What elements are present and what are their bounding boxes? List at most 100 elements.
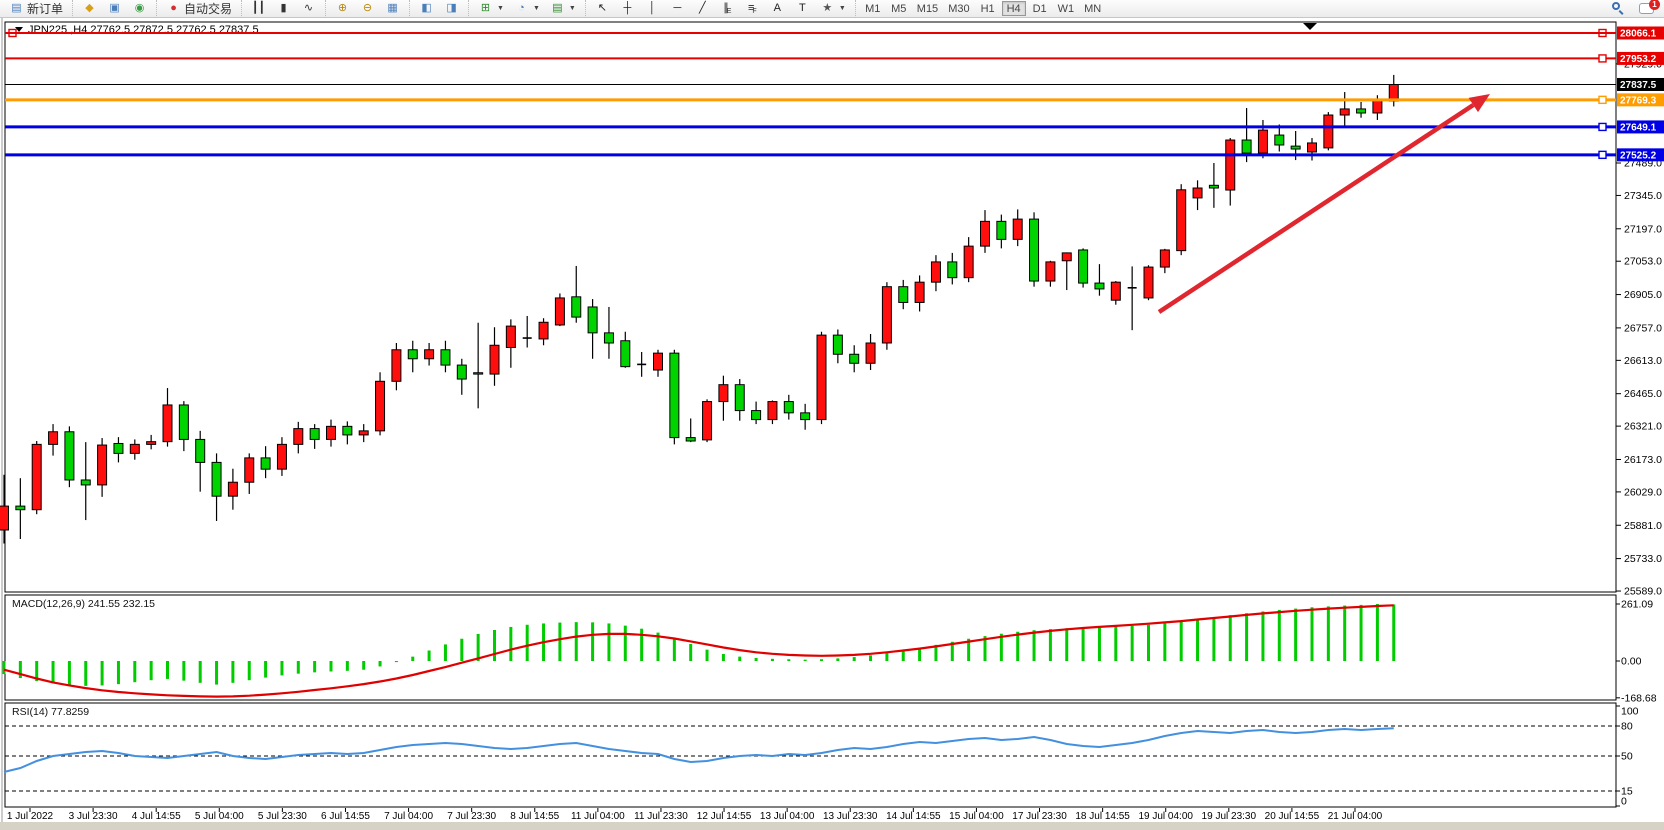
zoom-in-icon: ⊕ <box>337 2 348 14</box>
price-badge: 28066.1 <box>1617 26 1664 40</box>
pane-frame <box>4 594 1617 701</box>
crosshair-button[interactable]: ┼ <box>615 1 640 17</box>
bar-chart-button[interactable]: ┃┃ <box>246 1 271 17</box>
price-badge: 27953.2 <box>1617 51 1664 65</box>
text-label-button[interactable]: T <box>790 1 815 17</box>
pane-frame <box>4 21 1617 593</box>
shift-marker-icon[interactable] <box>1303 23 1317 30</box>
timeframe-button-m1[interactable]: M1 <box>865 2 881 15</box>
navigator-button[interactable]: ◉ <box>127 1 152 17</box>
price-badge: 27837.5 <box>1617 77 1664 91</box>
text-icon: A <box>773 2 782 14</box>
svg-text:100: 100 <box>1621 706 1639 718</box>
svg-text:26613.0: 26613.0 <box>1624 355 1662 367</box>
svg-text:27769.3: 27769.3 <box>1620 95 1657 106</box>
channel-button[interactable]: ∥ E <box>715 1 740 17</box>
search-icon[interactable] <box>1612 2 1625 15</box>
timeframe-button-h4[interactable]: H4 <box>1001 1 1026 16</box>
text-button[interactable]: A <box>765 1 790 17</box>
svg-text:-168.68: -168.68 <box>1621 692 1657 704</box>
auto-trading-button[interactable]: ● 自动交易 <box>161 1 237 17</box>
line-chart-icon: ∿ <box>303 2 314 14</box>
svg-text:11 Jul 23:30: 11 Jul 23:30 <box>634 811 688 822</box>
svg-text:26173.0: 26173.0 <box>1624 454 1662 466</box>
zoom-out-button[interactable]: ⊖ <box>355 1 380 17</box>
svg-text:50: 50 <box>1621 751 1633 763</box>
svg-text:0: 0 <box>1621 796 1627 808</box>
cursor-icon: ↖ <box>597 2 607 14</box>
charts-window-button[interactable]: ▣ <box>102 1 127 17</box>
svg-text:0.00: 0.00 <box>1621 656 1642 668</box>
templates-button[interactable]: ▤ ▼ <box>545 1 581 17</box>
timeframe-button-m15[interactable]: M15 <box>916 2 939 15</box>
svg-text:JPN225 ,H4 27762.5 27872.5 27: JPN225 ,H4 27762.5 27872.5 27762.5 27837… <box>28 24 259 36</box>
tile-windows-button[interactable]: ▦ <box>380 1 405 17</box>
dropdown-caret-icon: ▼ <box>838 5 846 12</box>
templates-icon: ▤ <box>552 2 563 14</box>
timeframe-button-mn[interactable]: MN <box>1084 2 1102 15</box>
candlestick-chart-button[interactable]: ▮ <box>271 1 296 17</box>
trend-arrow[interactable] <box>1157 94 1490 314</box>
fibonacci-icon: ≡ F <box>747 2 757 15</box>
svg-text:20 Jul 14:55: 20 Jul 14:55 <box>1265 811 1320 822</box>
dropdown-caret-icon: ▼ <box>497 5 504 12</box>
fibonacci-button[interactable]: ≡ F <box>740 1 765 17</box>
svg-text:1 Jul 2022: 1 Jul 2022 <box>7 811 54 822</box>
line-chart-button[interactable]: ∿ <box>296 1 321 17</box>
svg-text:27837.5: 27837.5 <box>1620 80 1657 91</box>
svg-text:25589.0: 25589.0 <box>1624 586 1662 598</box>
new-order-label: 新订单 <box>27 2 64 16</box>
trendline-icon: ╱ <box>699 2 706 14</box>
svg-text:MACD(12,26,9) 241.55 232.15: MACD(12,26,9) 241.55 232.15 <box>12 598 155 610</box>
tile-windows-icon: ▦ <box>387 2 398 14</box>
svg-text:5 Jul 04:00: 5 Jul 04:00 <box>195 811 244 822</box>
bar-chart-icon: ┃┃ <box>251 2 266 14</box>
periods-button[interactable]: ◔ ▼ <box>509 1 545 17</box>
zoom-in-button[interactable]: ⊕ <box>330 1 355 17</box>
trendline-button[interactable]: ╱ <box>690 1 715 17</box>
shapes-button[interactable]: ★ ▼ <box>815 1 851 17</box>
shapes-icon: ★ <box>822 2 833 14</box>
timeframe-button-h1[interactable]: H1 <box>980 2 995 15</box>
dropdown-caret-icon: ▼ <box>568 5 576 12</box>
charts-window-icon: ▣ <box>109 2 120 14</box>
timeframe-group: M1 M5 M15 M30 H1 H4 D1 W1 MN <box>854 0 1110 18</box>
svg-text:13 Jul 23:30: 13 Jul 23:30 <box>823 811 878 822</box>
timeframe-button-w1[interactable]: W1 <box>1057 2 1075 15</box>
horizontal-line-button[interactable]: ─ <box>665 1 690 17</box>
cursor-button[interactable]: ↖ <box>590 1 615 17</box>
timeframe-button-m5[interactable]: M5 <box>891 2 907 15</box>
indicators-button[interactable]: ⊞ ▼ <box>473 1 509 17</box>
svg-text:11 Jul 04:00: 11 Jul 04:00 <box>571 811 625 822</box>
navigator-icon: ◉ <box>134 2 145 14</box>
svg-text:27197.0: 27197.0 <box>1624 223 1662 235</box>
dropdown-caret-icon: ▼ <box>532 5 540 12</box>
vertical-line-button[interactable]: │ <box>640 1 665 17</box>
symbol-dropdown-icon[interactable] <box>15 27 23 32</box>
svg-text:13 Jul 04:00: 13 Jul 04:00 <box>760 811 815 822</box>
rsi-indicator: RSI(14) 77.8259 <box>3 706 1616 792</box>
svg-text:26321.0: 26321.0 <box>1624 421 1662 433</box>
svg-text:27053.0: 27053.0 <box>1624 256 1662 268</box>
time-scale: 1 Jul 2022 3 Jul 23:30 4 Jul 14:55 5 Jul 04… <box>7 808 1383 822</box>
svg-text:27345.0: 27345.0 <box>1624 190 1662 202</box>
auto-scroll-button[interactable]: ◧ <box>414 1 439 17</box>
timeframe-button-m30[interactable]: M30 <box>948 2 970 15</box>
auto-trading-label: 自动交易 <box>184 2 233 16</box>
order-group: ▤ 新订单 <box>0 0 72 18</box>
timeframe-button-d1[interactable]: D1 <box>1032 2 1047 15</box>
crosshair-icon: ┼ <box>623 2 632 14</box>
zoom-out-icon: ⊖ <box>362 2 373 14</box>
svg-text:19 Jul 04:00: 19 Jul 04:00 <box>1138 811 1193 822</box>
svg-text:19 Jul 23:30: 19 Jul 23:30 <box>1202 811 1257 822</box>
svg-text:12 Jul 14:55: 12 Jul 14:55 <box>697 811 752 822</box>
svg-text:27649.1: 27649.1 <box>1620 122 1657 133</box>
notifications-icon[interactable]: 1 <box>1639 0 1660 14</box>
price-badge: 27525.2 <box>1617 148 1664 162</box>
new-order-button[interactable]: ▤ 新订单 <box>4 1 68 17</box>
auto-scroll-icon: ◧ <box>421 2 432 14</box>
market-watch-button[interactable]: ◆ <box>77 1 102 17</box>
chart-shift-button[interactable]: ◨ <box>439 1 464 17</box>
